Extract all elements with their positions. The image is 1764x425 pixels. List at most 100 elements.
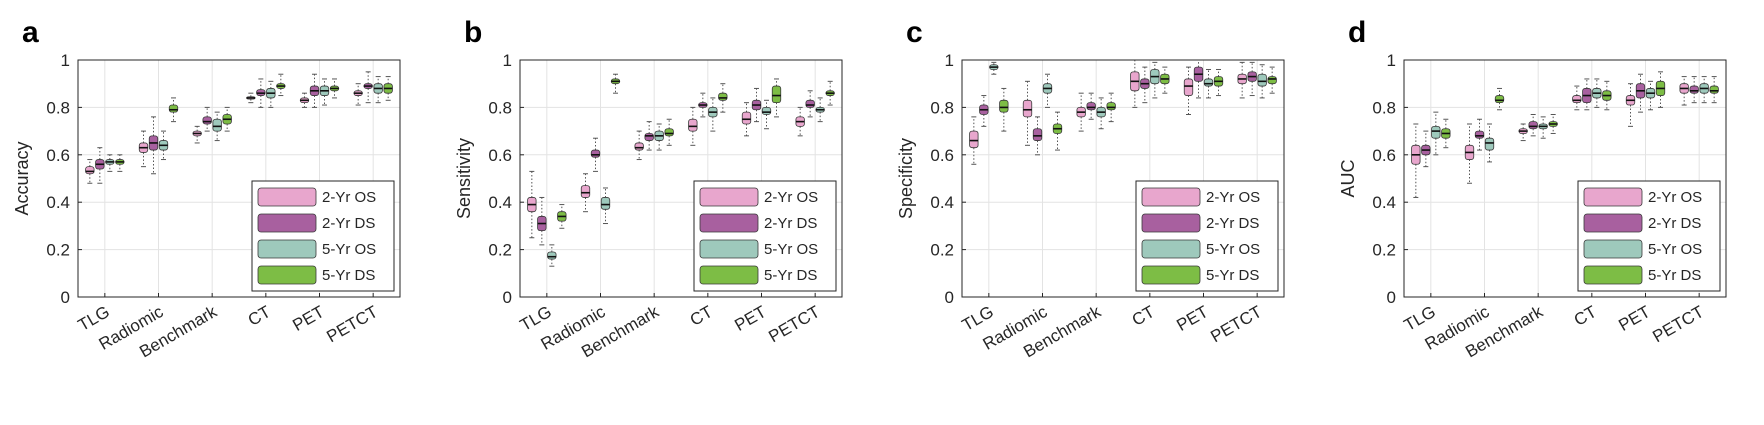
- box: [1484, 137, 1495, 151]
- y-axis-label: Sensitivity: [454, 138, 474, 219]
- legend-entry: 2-Yr DS: [1206, 215, 1259, 232]
- box: [1494, 95, 1505, 104]
- x-tick-label: CT: [245, 302, 274, 330]
- legend-swatch: [699, 187, 759, 207]
- box: [644, 133, 654, 141]
- chart-panel-a: a00.20.40.60.81AccuracyTLGRadiomicBenchm…: [12, 16, 401, 361]
- axes-frame: [1403, 59, 1727, 298]
- y-tick-label: 0.2: [1372, 241, 1396, 260]
- y-tick-label: 1: [1387, 51, 1396, 70]
- box: [1257, 73, 1267, 87]
- panel-letter: c: [906, 16, 923, 49]
- y-tick-label: 0.4: [46, 193, 70, 212]
- legend: 2-Yr OS 2-Yr DS 5-Yr OS 5-Yr DS: [251, 180, 395, 292]
- legend-entry: 5-Yr OS: [764, 241, 818, 258]
- legend-entry: 5-Yr OS: [322, 241, 376, 258]
- legend-swatch: [1141, 239, 1201, 259]
- box: [1572, 95, 1582, 104]
- x-tick-label: PETCT: [1207, 302, 1265, 346]
- panel-letter: d: [1348, 16, 1366, 49]
- x-tick-label: PET: [1615, 302, 1653, 335]
- box: [85, 166, 95, 175]
- legend-entry: 5-Yr OS: [1648, 241, 1702, 258]
- y-tick-label: 0.4: [1372, 193, 1396, 212]
- box: [1183, 78, 1194, 96]
- legend-swatch: [257, 239, 317, 259]
- y-axis-label: AUC: [1338, 159, 1358, 197]
- legend-swatch: [257, 265, 317, 285]
- y-tick-label: 0.8: [46, 98, 70, 117]
- chart-panel-b: b00.20.40.60.81SensitivityTLGRadiomicBen…: [454, 16, 843, 361]
- y-axis-label: Specificity: [896, 138, 916, 219]
- box: [688, 118, 698, 132]
- box: [741, 111, 752, 125]
- x-tick-label: PETCT: [323, 302, 381, 346]
- x-tick-label: PETCT: [1649, 302, 1707, 346]
- legend-swatch: [1583, 265, 1643, 285]
- x-tick-label: PETCT: [765, 302, 823, 346]
- box: [1032, 128, 1043, 141]
- y-tick-label: 0.6: [488, 146, 512, 165]
- legend-swatch: [1141, 213, 1201, 233]
- x-tick-label: PET: [1173, 302, 1211, 335]
- x-tick-label: PET: [289, 302, 327, 335]
- box: [600, 197, 611, 210]
- y-tick-label: 0.2: [46, 241, 70, 260]
- box: [805, 99, 815, 108]
- legend-entry: 5-Yr DS: [322, 267, 375, 284]
- box: [1267, 76, 1277, 85]
- y-tick-label: 0.8: [930, 98, 954, 117]
- legend-entry: 5-Yr DS: [764, 267, 817, 284]
- box: [1106, 102, 1116, 111]
- box: [761, 107, 772, 115]
- legend-entry: 2-Yr OS: [1648, 189, 1702, 206]
- box: [202, 116, 212, 125]
- y-tick-label: 1: [503, 51, 512, 70]
- box: [168, 104, 179, 113]
- legend-entry: 2-Yr OS: [1206, 189, 1260, 206]
- box: [1431, 125, 1441, 139]
- y-tick-label: 0.2: [930, 241, 954, 260]
- y-tick-label: 0.4: [930, 193, 954, 212]
- y-tick-label: 0.8: [488, 98, 512, 117]
- y-tick-label: 0.2: [488, 241, 512, 260]
- x-tick-label: CT: [1129, 302, 1158, 330]
- y-tick-label: 0.4: [488, 193, 512, 212]
- axes-frame: [77, 59, 401, 298]
- box: [1689, 85, 1699, 94]
- legend-swatch: [257, 187, 317, 207]
- box: [664, 128, 674, 137]
- legend-entry: 2-Yr DS: [764, 215, 817, 232]
- box: [547, 251, 557, 260]
- legend-entry: 5-Yr DS: [1648, 267, 1701, 284]
- legend-swatch: [1583, 239, 1643, 259]
- legend-swatch: [1583, 213, 1643, 233]
- legend-entry: 2-Yr DS: [1648, 215, 1701, 232]
- box: [212, 118, 222, 132]
- box: [969, 130, 979, 149]
- y-tick-label: 0.6: [46, 146, 70, 165]
- legend-entry: 2-Yr OS: [764, 189, 818, 206]
- box: [634, 142, 644, 151]
- y-tick-label: 1: [945, 51, 954, 70]
- legend-entry: 2-Yr OS: [322, 189, 376, 206]
- legend-swatch: [1141, 265, 1201, 285]
- axes-frame: [961, 59, 1285, 298]
- box: [1086, 102, 1096, 111]
- box: [1474, 130, 1485, 139]
- box: [999, 99, 1009, 113]
- legend: 2-Yr OS 2-Yr DS 5-Yr OS 5-Yr DS: [1577, 180, 1721, 292]
- x-tick-label: PET: [731, 302, 769, 335]
- box: [1528, 121, 1538, 130]
- legend-swatch: [1141, 187, 1201, 207]
- legend: 2-Yr OS 2-Yr DS 5-Yr OS 5-Yr DS: [1135, 180, 1279, 292]
- box: [771, 85, 782, 104]
- box: [580, 185, 591, 198]
- chart-panel-c: c00.20.40.60.81SpecificityTLGRadiomicBen…: [896, 16, 1285, 361]
- legend-swatch: [699, 265, 759, 285]
- y-tick-label: 0.8: [1372, 98, 1396, 117]
- y-tick-label: 0: [1387, 288, 1396, 307]
- x-tick-label: CT: [1571, 302, 1600, 330]
